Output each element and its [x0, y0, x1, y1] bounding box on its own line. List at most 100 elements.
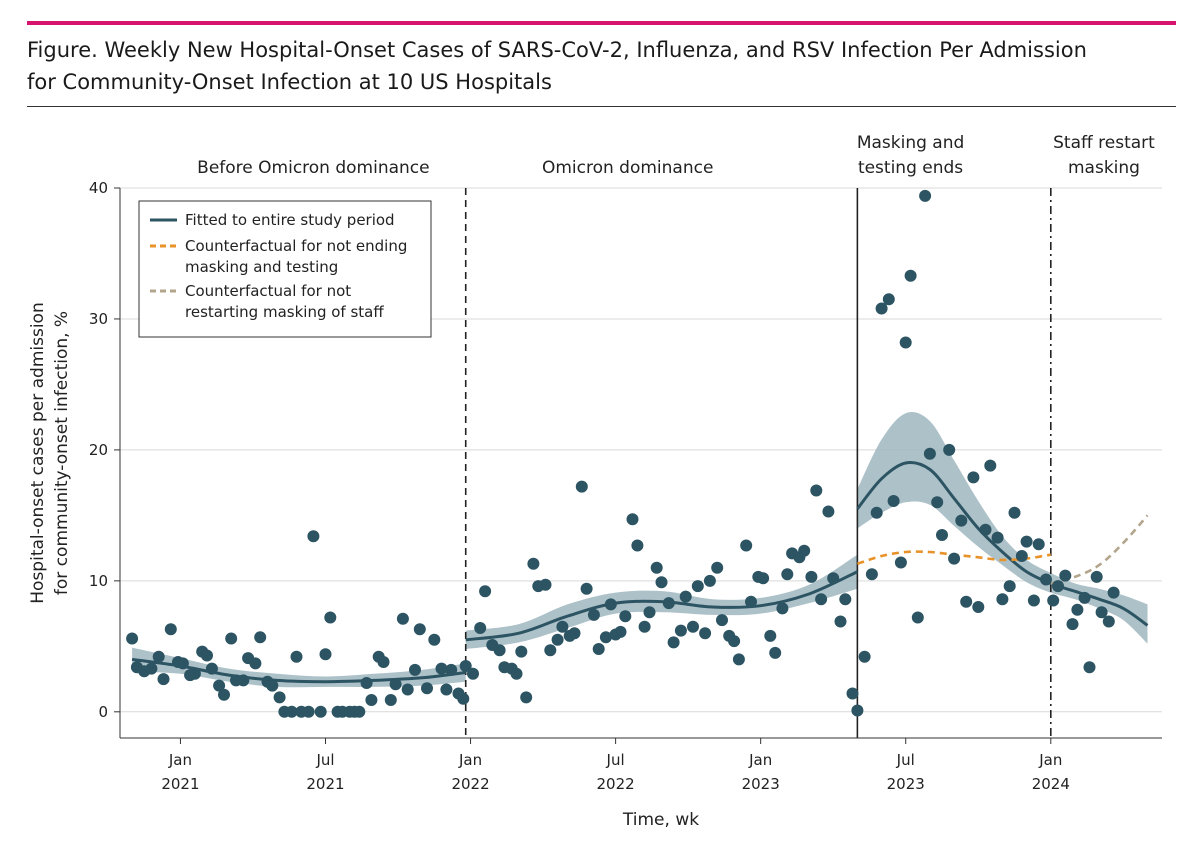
data-point [474, 622, 487, 634]
data-point [1020, 535, 1033, 548]
data-point [314, 705, 327, 718]
data-point [459, 660, 472, 672]
data-point [302, 705, 315, 718]
data-point [604, 598, 617, 611]
data-point [858, 650, 871, 663]
data-point [887, 495, 900, 507]
data-point [679, 590, 692, 603]
data-point [360, 677, 373, 689]
data-point [899, 336, 912, 349]
data-point [413, 623, 426, 636]
data-point [324, 611, 337, 624]
data-point [996, 593, 1009, 606]
data-point [587, 608, 600, 621]
x-tick-label-month: Jan [1038, 751, 1062, 769]
data-point [805, 570, 818, 583]
data-point [911, 611, 924, 624]
legend-label-line2: masking and testing [185, 258, 338, 276]
data-point [1008, 506, 1021, 519]
data-point [266, 679, 279, 692]
period-label-line2: masking [1068, 158, 1140, 178]
data-point [551, 633, 564, 646]
data-point [152, 650, 165, 663]
y-axis-title-line2: for community-onset infection, % [52, 311, 72, 595]
data-point [699, 627, 712, 640]
x-tick-label-month: Jul [896, 751, 915, 769]
data-point [619, 610, 632, 623]
data-point [631, 539, 644, 552]
data-point [213, 679, 226, 692]
data-point [1027, 594, 1040, 607]
data-point [1083, 661, 1096, 674]
data-point [870, 506, 883, 519]
x-tick-label-year: 2021 [161, 775, 199, 793]
data-point [377, 656, 390, 668]
data-point [539, 578, 552, 591]
data-point [703, 574, 716, 587]
data-point [846, 687, 859, 700]
data-point [580, 582, 593, 595]
axes [114, 187, 1162, 744]
data-point [984, 459, 997, 472]
data-point [728, 635, 741, 648]
data-point [834, 615, 847, 628]
data-point [882, 293, 895, 306]
data-point [401, 683, 414, 696]
data-point [931, 496, 944, 509]
data-point [745, 595, 757, 608]
header-accent-bar [27, 21, 1176, 25]
period-dividers [464, 188, 1052, 738]
data-point [285, 705, 298, 718]
y-tick-label: 40 [89, 179, 108, 197]
x-axis-title: Time, wk [622, 810, 699, 830]
data-point [1102, 615, 1115, 628]
data-point [740, 539, 753, 552]
data-point [979, 523, 992, 536]
data-point [145, 662, 158, 675]
data-point [711, 561, 724, 574]
y-tick-label: 30 [89, 310, 108, 328]
data-point [467, 667, 479, 680]
data-point [176, 657, 189, 670]
data-point [1071, 603, 1084, 616]
data-point [510, 667, 523, 680]
period-labels: Before Omicron dominance Omicron dominanc… [197, 133, 1155, 178]
data-point [667, 636, 680, 649]
data-point [218, 688, 230, 701]
data-point [157, 673, 170, 686]
data-point [389, 678, 402, 691]
x-tick-label-month: Jul [606, 751, 625, 769]
data-point [319, 648, 332, 661]
data-point [164, 623, 177, 636]
data-point [991, 531, 1004, 544]
data-point [815, 593, 828, 606]
data-point [254, 631, 267, 644]
data-point [1059, 569, 1072, 582]
data-points [126, 189, 1120, 718]
data-point [626, 513, 639, 526]
fitted-line [856, 461, 1149, 627]
data-point [1052, 580, 1064, 593]
legend-label-line1: Counterfactual for not [185, 282, 351, 300]
x-tick-label-year: 2023 [742, 775, 780, 793]
data-point [919, 189, 932, 202]
y-axis-title-line1: Hospital-onset cases per admission [28, 302, 48, 603]
legend-label-line1: Counterfactual for not ending [185, 237, 407, 255]
data-point [757, 572, 770, 585]
data-point [290, 650, 303, 663]
data-point [972, 601, 985, 613]
data-point [810, 484, 823, 497]
data-point [428, 633, 441, 646]
data-point [732, 653, 745, 666]
data-point [662, 597, 675, 610]
figure-title: Figure. Weekly New Hospital-Onset Cases … [27, 34, 1177, 98]
data-point [851, 704, 864, 717]
data-point [188, 667, 201, 680]
data-point [520, 691, 533, 704]
data-point [435, 662, 448, 675]
data-point [643, 606, 656, 619]
data-point [1015, 550, 1028, 562]
fitted-lines [131, 461, 1149, 684]
data-point [544, 644, 557, 657]
